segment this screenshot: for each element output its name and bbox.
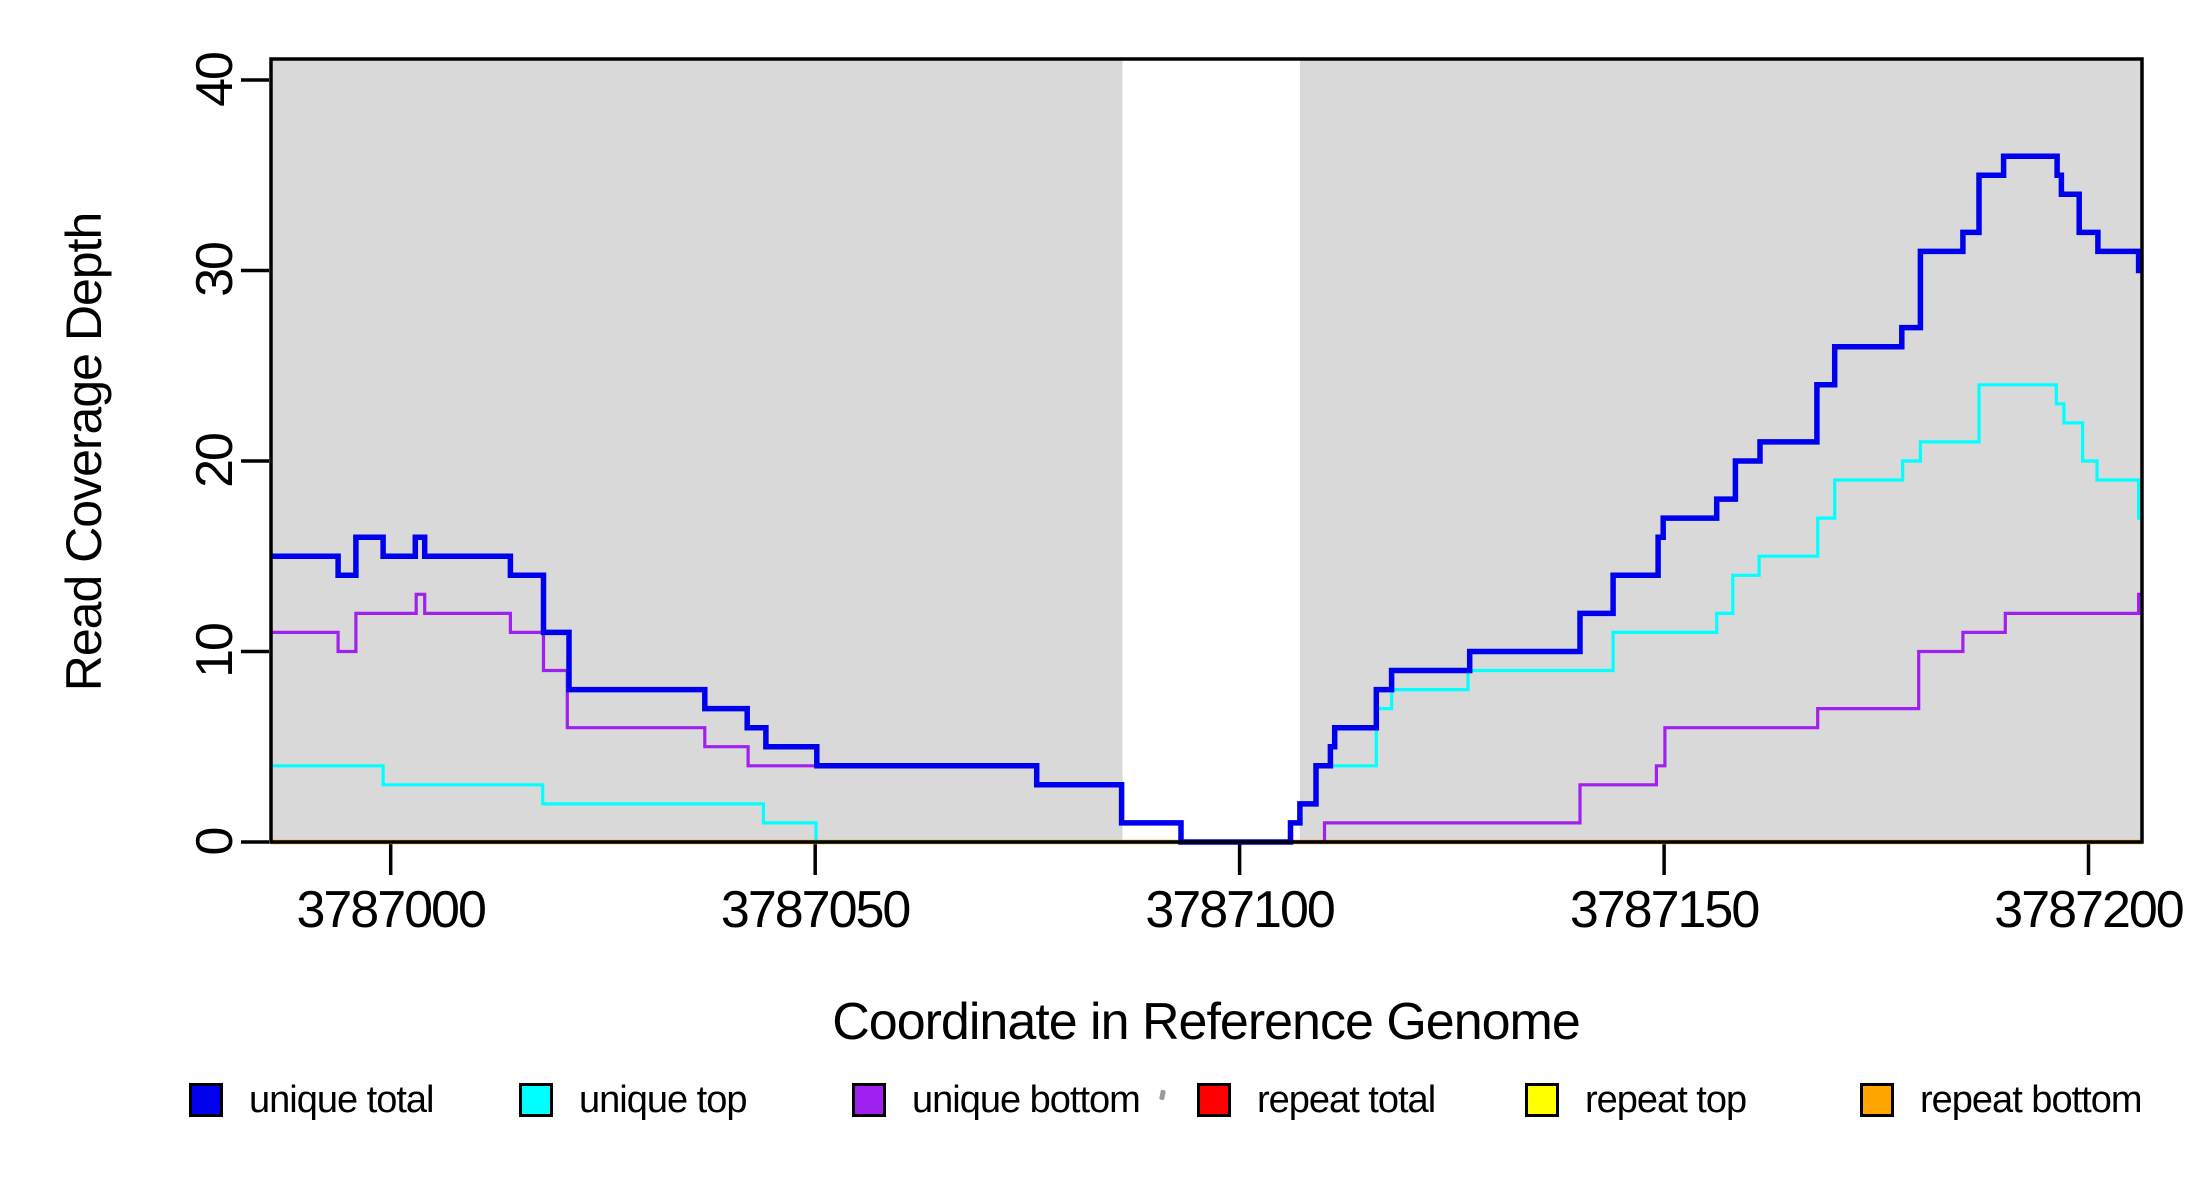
legend-item-repeat-total: repeat total (1197, 1076, 1436, 1124)
x-axis-title: Coordinate in Reference Genome (832, 993, 1581, 1051)
legend-swatch-unique-total (189, 1083, 223, 1117)
shaded-region-1 (1299, 59, 2142, 842)
legend-swatch-unique-top (519, 1083, 553, 1117)
legend-item-repeat-top: repeat top (1525, 1076, 1747, 1124)
series-unique-total (271, 153, 2142, 845)
x-tick-label-3787200: 3787200 (1994, 881, 2184, 939)
legend-item-unique-total: unique total (189, 1076, 434, 1124)
x-tick-label-3787150: 3787150 (1569, 881, 1760, 939)
y-tick-label-20: 20 (186, 434, 244, 488)
legend-swatch-repeat-bottom (1860, 1083, 1894, 1117)
y-tick-label-10: 10 (186, 624, 244, 679)
x-tick-label-3787000: 3787000 (296, 881, 486, 939)
y-axis-title: Read Coverage Depth (56, 212, 112, 692)
legend-label: repeat bottom (1920, 1078, 2142, 1121)
legend-swatch-unique-bottom (852, 1083, 886, 1117)
y-tick-label-40: 40 (186, 53, 244, 107)
y-tick-label-0: 0 (186, 828, 244, 856)
y-tick-label-30: 30 (186, 243, 244, 298)
shaded-region-0 (271, 59, 1123, 842)
legend-label: unique top (579, 1078, 747, 1121)
legend-label: unique total (249, 1078, 434, 1121)
legend-item-unique-bottom: unique bottom (852, 1076, 1141, 1124)
plot-border (269, 57, 2144, 844)
legend-swatch-repeat-top (1525, 1083, 1559, 1117)
legend-swatch-repeat-total (1197, 1083, 1231, 1117)
legend-label: repeat top (1585, 1078, 1747, 1121)
legend-item-repeat-bottom: repeat bottom (1860, 1076, 2142, 1124)
legend-label: repeat total (1257, 1078, 1436, 1121)
legend-item-unique-top: unique top (519, 1076, 747, 1124)
x-tick-label-3787100: 3787100 (1145, 881, 1335, 939)
x-tick-label-3787050: 3787050 (720, 881, 911, 939)
legend-label: unique bottom (912, 1078, 1141, 1121)
